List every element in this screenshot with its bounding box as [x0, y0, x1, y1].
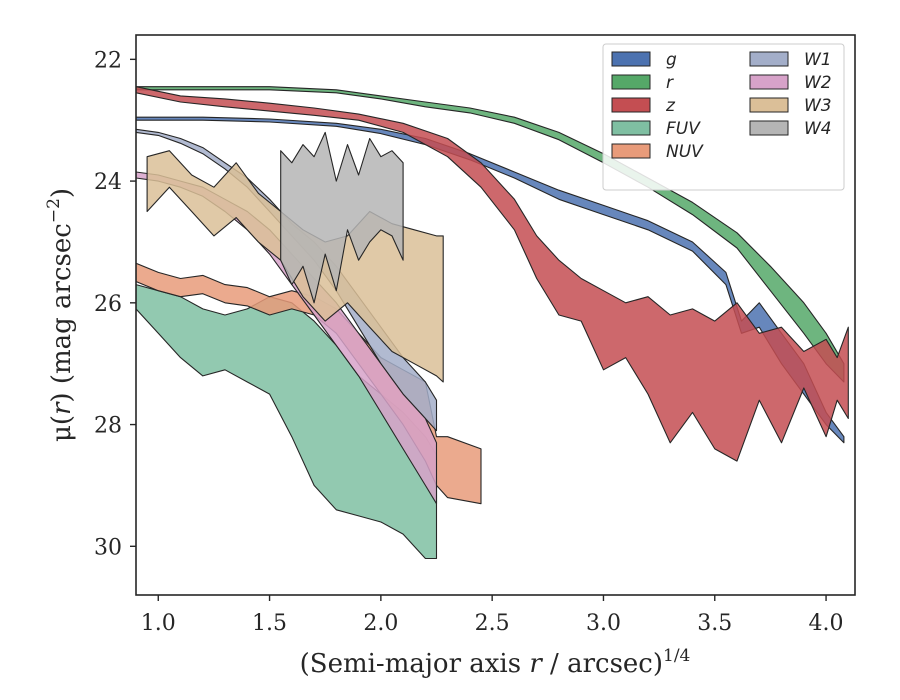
x-axis-label: (Semi-major axis r / arcsec)1/4 — [300, 646, 691, 679]
y-tick-label: 22 — [94, 48, 122, 73]
legend-label-w1: W1 — [804, 50, 832, 70]
legend-label-nuv: NUV — [666, 142, 704, 162]
legend-label-w2: W2 — [804, 73, 832, 93]
band-layer — [136, 86, 849, 560]
legend-label-r: r — [666, 73, 674, 93]
legend-label-w3: W3 — [804, 96, 832, 116]
legend-swatch-r — [611, 74, 651, 90]
x-tick-label: 2.5 — [475, 611, 510, 636]
x-axis: 1.0 1.5 2.0 2.5 3.0 3.5 4.0 — [141, 595, 844, 636]
x-tick-label: 4.0 — [809, 611, 844, 636]
y-axis-label: μ(r) (mag arcsec−2) — [44, 188, 77, 442]
legend-swatch-w2 — [749, 74, 789, 90]
legend-label-g: g — [666, 50, 677, 70]
legend-label-z: z — [665, 96, 676, 116]
legend-swatch-w1 — [749, 51, 789, 67]
plot-frame — [135, 34, 856, 596]
legend-swatch-nuv — [611, 143, 651, 159]
x-tick-label: 3.0 — [586, 611, 621, 636]
x-tick-label: 2.0 — [363, 611, 398, 636]
band-fuv — [136, 284, 438, 560]
x-tick-label: 3.5 — [697, 611, 732, 636]
legend-label-w4: W4 — [804, 119, 832, 139]
legend-label-fuv: FUV — [666, 119, 701, 139]
y-tick-label: 28 — [94, 414, 122, 439]
legend: grz FUV NUV W1 W2 W3 W4 — [602, 43, 845, 191]
y-tick-label: 30 — [94, 535, 122, 560]
x-tick-label: 1.5 — [252, 611, 287, 636]
y-tick-label: 24 — [94, 170, 122, 195]
y-axis: 22 24 26 28 30 — [94, 48, 136, 560]
legend-swatch-w4 — [749, 120, 789, 136]
legend-swatch-w3 — [749, 97, 789, 113]
legend-swatch-fuv — [611, 120, 651, 136]
band-w4 — [280, 131, 404, 304]
legend-swatch-z — [611, 97, 651, 113]
band-z — [136, 86, 849, 462]
x-tick-label: 1.0 — [141, 611, 176, 636]
y-tick-label: 26 — [94, 292, 122, 317]
legend-swatch-g — [611, 51, 651, 67]
